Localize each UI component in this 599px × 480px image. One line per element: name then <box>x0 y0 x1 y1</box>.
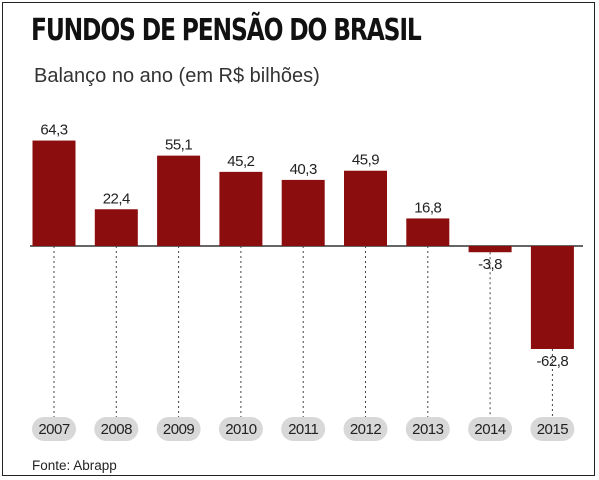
year-pill <box>468 417 513 441</box>
bar <box>219 171 263 246</box>
bar <box>94 209 138 246</box>
year-pill <box>94 417 139 441</box>
bar <box>344 170 387 246</box>
bar-value-label: 55,1 <box>165 137 192 154</box>
x-tick-label: 2011 <box>288 421 318 438</box>
bar-value-label: 40,3 <box>290 161 317 178</box>
year-pill <box>32 417 76 441</box>
x-tick-label: 2008 <box>101 421 133 438</box>
bar-value-label: 45,2 <box>227 153 254 170</box>
year-pill <box>156 417 201 441</box>
x-tick-label: 2014 <box>474 421 506 438</box>
x-tick-label: 2010 <box>225 421 257 438</box>
bar <box>406 218 450 246</box>
year-pill <box>218 417 263 441</box>
x-tick-label: 2015 <box>537 421 569 438</box>
year-pill <box>281 417 326 441</box>
bar <box>281 179 325 246</box>
bar <box>157 155 201 246</box>
x-tick-label: 2012 <box>350 421 382 438</box>
year-pill <box>343 417 388 441</box>
chart-subtitle: Balanço no ano (em R$ bilhões) <box>34 65 320 87</box>
bar-value-label: 16,8 <box>414 199 441 216</box>
bar <box>468 246 512 253</box>
bar-value-label: 22,4 <box>103 190 130 207</box>
bar-value-label: 45,9 <box>352 152 379 169</box>
x-tick-label: 2007 <box>38 421 70 438</box>
year-pill <box>405 417 450 441</box>
bar-value-label: -3,8 <box>478 256 502 273</box>
x-tick-label: 2009 <box>163 421 195 438</box>
bar-value-label: 64,3 <box>40 122 67 139</box>
plot-area: 64,3 2007 22,4 2008 55,1 2009 45,2 2010 40,3 2011… <box>30 122 583 441</box>
bar-value-label: -62,8 <box>537 353 569 370</box>
bar <box>32 140 76 246</box>
year-pill <box>530 417 575 441</box>
x-tick-label: 2013 <box>412 421 444 438</box>
bar <box>530 246 574 349</box>
source-note: Fonte: Abrapp <box>32 458 117 473</box>
chart-title: FUNDOS DE PENSÃO DO BRASIL <box>31 13 422 48</box>
